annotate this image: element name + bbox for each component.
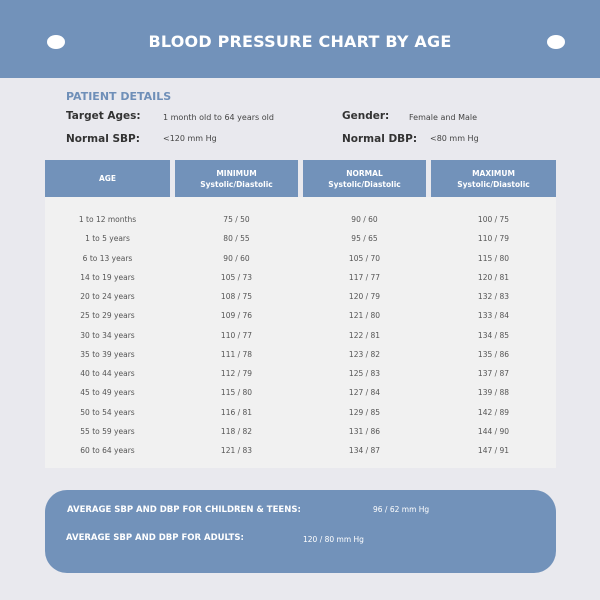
target-ages-label: Target Ages: [66, 110, 141, 122]
normal-cell: 95 / 65 [351, 234, 378, 244]
table-row: 25 to 29 years 109 / 76 121 / 80 133 / 84 [45, 307, 556, 326]
children-average-value: 96 / 62 mm Hg [373, 505, 430, 514]
header-text: AGE [98, 174, 117, 183]
header-subtext: Systolic/Diastolic [457, 179, 530, 189]
normal-cell: 134 / 87 [348, 446, 381, 455]
age-cell: 1 to 5 years [85, 234, 130, 244]
maximum-cell: 147 / 91 [477, 446, 510, 455]
age-cell: 1 to 12 months [78, 215, 137, 224]
maximum-cell: 134 / 85 [477, 330, 510, 340]
age-cell: 35 to 39 years [80, 349, 135, 359]
normal-cell: 131 / 86 [348, 426, 381, 436]
table-row: 6 to 13 years 90 / 60 105 / 70 115 / 80 [45, 250, 556, 269]
normal-cell: 120 / 79 [348, 292, 381, 301]
header-text: MAXIMUM [472, 168, 515, 178]
maximum-cell: 133 / 84 [477, 311, 510, 321]
normal-cell: 105 / 70 [348, 253, 381, 263]
normal-cell: 123 / 82 [348, 349, 381, 359]
minimum-cell: 80 / 55 [223, 234, 250, 244]
minimum-cell: 116 / 81 [220, 407, 253, 417]
table-row: 20 to 24 years 108 / 75 120 / 79 132 / 83 [45, 288, 556, 307]
column-header-maximum: MAXIMUM Systolic/Diastolic [431, 160, 556, 197]
minimum-cell: 75 / 50 [223, 215, 250, 224]
header-text: MINIMUM [216, 168, 257, 178]
minimum-cell: 109 / 76 [220, 311, 253, 321]
page-title: BLOOD PRESSURE CHART BY AGE [148, 32, 452, 51]
age-cell: 60 to 64 years [80, 446, 135, 455]
decorative-dot-right [547, 35, 565, 49]
table-row: 1 to 5 years 80 / 55 95 / 65 110 / 79 [45, 230, 556, 249]
normal-cell: 125 / 83 [348, 369, 381, 378]
adults-average-label: AVERAGE SBP AND DBP FOR ADULTS: [66, 533, 244, 543]
minimum-cell: 111 / 78 [220, 349, 253, 359]
age-cell: 14 to 19 years [80, 272, 135, 282]
normal-cell: 122 / 81 [348, 330, 381, 340]
maximum-cell: 132 / 83 [477, 292, 510, 301]
minimum-cell: 105 / 73 [220, 272, 253, 282]
normal-cell: 127 / 84 [348, 388, 381, 398]
age-cell: 45 to 49 years [80, 388, 135, 398]
table-row: 45 to 49 years 115 / 80 127 / 84 139 / 88 [45, 384, 556, 403]
table-row: 60 to 64 years 121 / 83 134 / 87 147 / 91 [45, 442, 556, 461]
header-text: NORMAL [346, 168, 383, 178]
maximum-cell: 115 / 80 [477, 253, 510, 263]
normal-sbp-label: Normal SBP: [66, 133, 140, 145]
maximum-cell: 139 / 88 [477, 388, 510, 398]
minimum-cell: 108 / 75 [220, 292, 253, 301]
gender-value: Female and Male [409, 113, 478, 122]
patient-details-heading: PATIENT DETAILS [66, 90, 172, 103]
table-body: 1 to 12 months 75 / 50 90 / 60 100 / 75 1 to… [45, 197, 556, 468]
maximum-cell: 144 / 90 [477, 426, 510, 436]
table-row: 50 to 54 years 116 / 81 129 / 85 142 / 89 [45, 404, 556, 423]
normal-sbp-value: <120 mm Hg [163, 134, 217, 143]
table-row: 30 to 34 years 110 / 77 122 / 81 134 / 85 [45, 327, 556, 346]
table-row: 55 to 59 years 118 / 82 131 / 86 144 / 90 [45, 423, 556, 442]
normal-dbp-value: <80 mm Hg [430, 134, 479, 143]
normal-cell: 121 / 80 [348, 311, 381, 321]
column-header-normal: NORMAL Systolic/Diastolic [303, 160, 426, 197]
table-row: 40 to 44 years 112 / 79 125 / 83 137 / 87 [45, 365, 556, 384]
minimum-cell: 118 / 82 [220, 426, 253, 436]
table-row: 14 to 19 years 105 / 73 117 / 77 120 / 81 [45, 269, 556, 288]
maximum-cell: 137 / 87 [477, 369, 510, 378]
maximum-cell: 135 / 86 [477, 349, 510, 359]
maximum-cell: 120 / 81 [477, 272, 510, 282]
column-header-minimum: MINIMUM Systolic/Diastolic [175, 160, 298, 197]
children-average-label: AVERAGE SBP AND DBP FOR CHILDREN & TEENS… [67, 505, 301, 515]
gender-label: Gender: [342, 110, 390, 122]
table-row: 1 to 12 months 75 / 50 90 / 60 100 / 75 [45, 211, 556, 230]
age-cell: 25 to 29 years [80, 311, 135, 321]
header-band: BLOOD PRESSURE CHART BY AGE [0, 0, 600, 78]
minimum-cell: 115 / 80 [220, 388, 253, 398]
maximum-cell: 110 / 79 [477, 234, 510, 244]
maximum-cell: 142 / 89 [477, 407, 510, 417]
normal-cell: 129 / 85 [348, 407, 381, 417]
target-ages-value: 1 month old to 64 years old [163, 113, 274, 122]
age-cell: 40 to 44 years [80, 369, 135, 378]
maximum-cell: 100 / 75 [477, 215, 510, 224]
normal-cell: 90 / 60 [351, 215, 378, 224]
age-cell: 55 to 59 years [80, 426, 135, 436]
minimum-cell: 121 / 83 [220, 446, 253, 455]
age-cell: 6 to 13 years [82, 253, 133, 263]
averages-panel: AVERAGE SBP AND DBP FOR CHILDREN & TEENS… [45, 490, 556, 573]
normal-cell: 117 / 77 [348, 272, 381, 282]
column-header-age: AGE [45, 160, 170, 197]
header-subtext: Systolic/Diastolic [200, 179, 273, 189]
minimum-cell: 90 / 60 [223, 253, 250, 263]
age-cell: 30 to 34 years [80, 330, 135, 340]
adults-average-value: 120 / 80 mm Hg [303, 535, 364, 544]
header-subtext: Systolic/Diastolic [328, 179, 401, 189]
minimum-cell: 112 / 79 [220, 369, 253, 378]
decorative-dot-left [47, 35, 65, 49]
age-cell: 20 to 24 years [80, 292, 135, 301]
normal-dbp-label: Normal DBP: [342, 133, 418, 145]
minimum-cell: 110 / 77 [220, 330, 253, 340]
table-row: 35 to 39 years 111 / 78 123 / 82 135 / 86 [45, 346, 556, 365]
age-cell: 50 to 54 years [80, 407, 135, 417]
